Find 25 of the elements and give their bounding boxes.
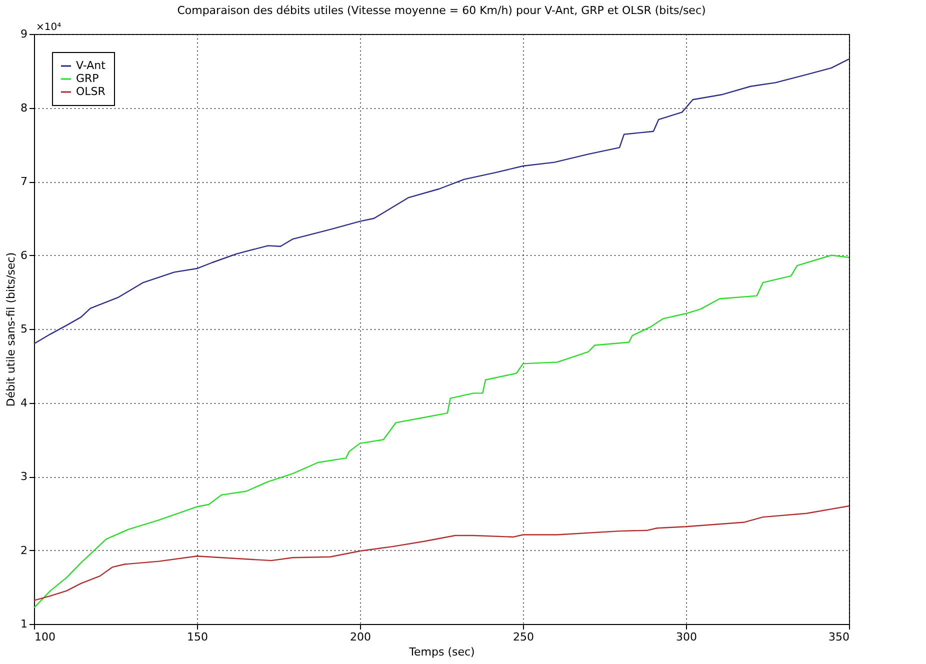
line-series <box>33 254 850 608</box>
y-tick-label: 7 <box>20 175 28 188</box>
x-tick-label: 250 <box>513 630 534 644</box>
y-tick-label: 4 <box>20 396 28 410</box>
y-tick-label: 2 <box>20 544 28 557</box>
x-tick-label: 100 <box>34 630 56 644</box>
y-tick-label: 6 <box>20 248 28 262</box>
chart-title: Comparaison des débits utiles (Vitesse moyenne = 60 Km/h) pour V-Ant, GRP et OLSR (bits/sec) <box>177 4 706 17</box>
x-tick-label: 150 <box>187 630 208 644</box>
y-tick-label: 3 <box>20 470 28 483</box>
y-tick-label: 9 <box>20 28 28 40</box>
legend-label: GRP <box>76 72 100 85</box>
legend-label: OLSR <box>76 85 106 98</box>
line-series <box>33 58 850 344</box>
x-tick-label: 300 <box>676 630 697 644</box>
legend-label: V-Ant <box>76 59 106 72</box>
x-axis-title: Temps (sec) <box>408 646 475 658</box>
y-tick-label: 1 <box>20 618 28 630</box>
y-tick-label: 8 <box>20 101 28 114</box>
text: ×10⁴ <box>36 22 62 33</box>
x-tick-label: 200 <box>350 630 371 644</box>
x-tick-label: 350 <box>828 630 850 644</box>
y-axis-title: Débit utile sans-fil (bits/sec) <box>4 252 18 407</box>
y-tick-label: 5 <box>20 322 28 336</box>
line-series <box>33 505 850 601</box>
